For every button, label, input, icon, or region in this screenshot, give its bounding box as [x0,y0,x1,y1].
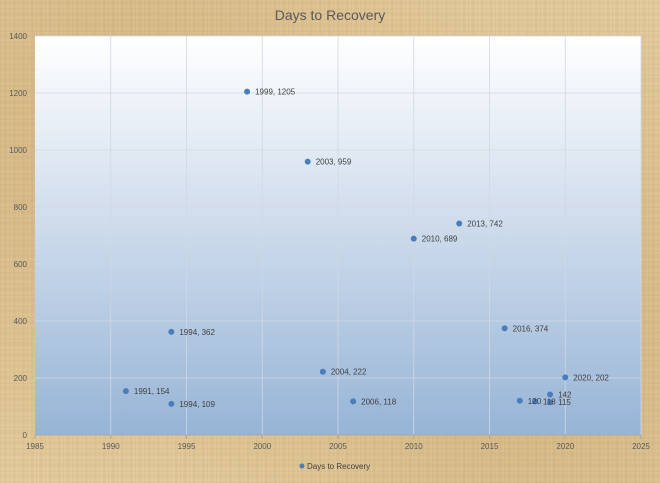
data-label: 1999, 1205 [255,88,296,97]
x-tick-label: 2025 [632,442,650,451]
x-tick-label: 2010 [405,442,423,451]
data-label: 2010, 689 [422,235,458,244]
data-point [244,88,251,95]
y-tick-label: 1200 [9,89,27,98]
data-label: 120 [528,397,542,406]
data-label: 115 [558,398,571,407]
data-point [547,391,554,398]
data-label: 2013, 742 [467,220,503,229]
data-point [304,158,311,165]
data-label: 1994, 362 [179,328,215,337]
x-tick-label: 1985 [26,442,44,451]
x-tick-label: 2000 [253,442,271,451]
y-tick-label: 800 [14,203,28,212]
data-point [547,399,554,406]
data-label: 2006, 118 [361,397,397,406]
data-label: 2020, 202 [573,373,609,382]
data-points [122,88,569,407]
chart-title: Days to Recovery [274,7,386,23]
data-label: 1994, 109 [179,400,215,409]
data-label: 2003, 959 [316,158,352,167]
legend: Days to Recovery [299,462,370,471]
data-point [319,368,326,375]
data-label: 118 [543,397,556,406]
data-point [122,388,129,395]
data-point [350,398,357,405]
data-point [531,398,538,405]
data-labels: 1991, 154 1994, 109 1994, 362 1999, 1205 200… [134,88,609,409]
data-point [168,400,175,407]
data-label: 1991, 154 [134,387,170,396]
gridlines [35,35,642,435]
x-tick-label: 1995 [178,442,196,451]
data-point [562,374,569,381]
y-tick-label: 1000 [9,146,27,155]
x-tick-label: 1990 [102,442,120,451]
axes: 1985 1990 1995 2000 2005 2010 2015 2020 2025 0 200… [9,32,650,451]
data-point [516,397,523,404]
data-point [456,220,463,227]
y-tick-label: 200 [14,374,28,383]
x-tick-label: 2020 [556,442,574,451]
y-tick-label: 1400 [9,32,27,41]
data-point [501,325,508,332]
x-tick-label: 2015 [481,442,499,451]
data-label: 2016, 374 [513,324,549,333]
y-tick-label: 0 [23,431,28,440]
y-tick-label: 600 [14,260,28,269]
x-tick-label: 2005 [329,442,347,451]
legend-label: Days to Recovery [307,462,370,471]
data-label: 2004, 222 [331,368,367,377]
data-point [410,235,417,242]
data-label: 142 [558,391,572,400]
y-tick-label: 400 [14,317,28,326]
legend-marker [299,463,305,469]
data-point [168,328,175,335]
